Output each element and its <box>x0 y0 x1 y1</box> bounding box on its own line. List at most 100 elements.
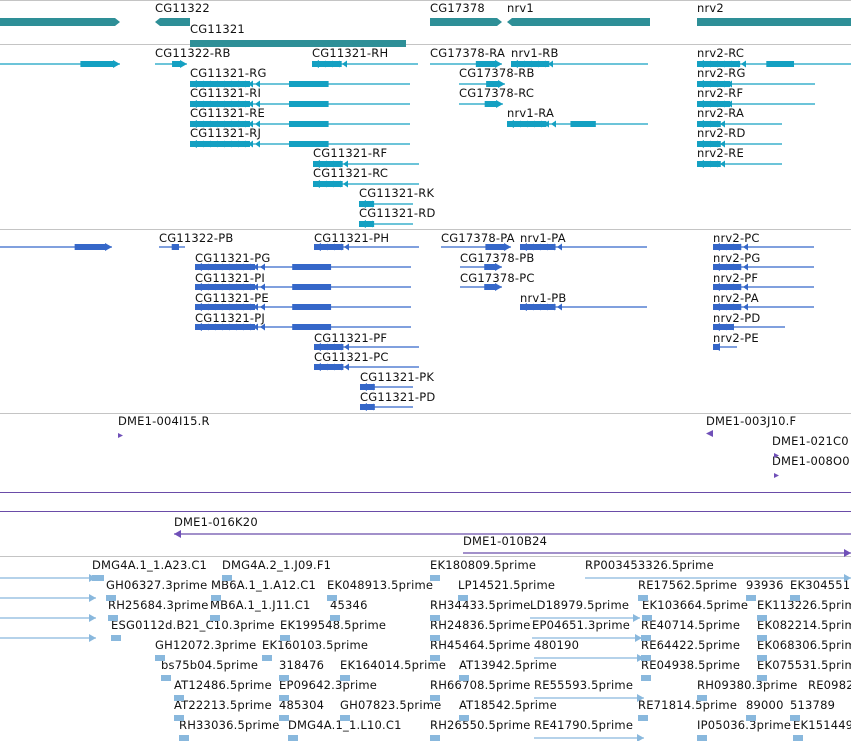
est-label[interactable]: 480190 <box>534 638 580 652</box>
transcript-glyph[interactable] <box>511 57 648 68</box>
est-glyph[interactable] <box>757 650 767 661</box>
est-glyph[interactable] <box>279 710 289 721</box>
est-label[interactable]: IP05036.3prime <box>697 718 792 732</box>
est-glyph[interactable] <box>155 650 165 661</box>
est-glyph[interactable] <box>280 630 290 641</box>
clone-label[interactable]: DME1-008O0 <box>772 454 850 468</box>
est-label[interactable]: AT18542.5prime <box>459 698 557 712</box>
est-label[interactable]: bs75b04.5prime <box>161 658 259 672</box>
clone-label[interactable]: DME1-016K20 <box>174 515 258 529</box>
transcript-label[interactable]: nrv1-RA <box>507 106 555 120</box>
transcript-glyph[interactable] <box>430 57 502 68</box>
transcript-label[interactable]: CG17378-PC <box>460 271 535 285</box>
gene-glyph[interactable] <box>697 15 851 26</box>
est-label[interactable]: RH25684.3prime <box>108 598 209 612</box>
gene-label[interactable]: CG17378 <box>430 1 485 15</box>
transcript-label[interactable]: nrv2-RE <box>697 146 744 160</box>
est-glyph[interactable] <box>641 630 651 641</box>
gene-label[interactable]: CG11321 <box>190 22 245 36</box>
est-label[interactable]: RE64422.5prime <box>641 638 741 652</box>
gene-glyph[interactable] <box>0 15 120 26</box>
est-label[interactable]: ESG0112d.B21_C10.3prime <box>111 618 275 632</box>
est-glyph[interactable] <box>746 590 756 601</box>
est-glyph[interactable] <box>0 630 96 642</box>
est-label[interactable]: DMG4A.2_1.J09.F1 <box>222 558 332 572</box>
transcript-glyph[interactable] <box>195 260 411 271</box>
transcript-label[interactable]: nrv2-PE <box>713 331 759 345</box>
est-glyph[interactable] <box>697 730 707 741</box>
transcript-glyph[interactable] <box>314 340 419 351</box>
transcript-glyph[interactable] <box>520 240 647 251</box>
transcript-label[interactable]: CG17378-RC <box>459 86 535 100</box>
transcript-glyph[interactable] <box>460 280 502 291</box>
est-glyph[interactable] <box>458 590 468 601</box>
est-label[interactable]: RH26550.5prime <box>430 718 531 732</box>
est-label[interactable]: EK113226.5prime <box>757 598 851 612</box>
transcript-label[interactable]: CG11321-RE <box>190 106 265 120</box>
est-label[interactable]: 89000 <box>746 698 784 712</box>
est-glyph[interactable] <box>210 610 220 621</box>
est-label[interactable]: RE71814.5prime <box>638 698 738 712</box>
est-glyph[interactable] <box>641 650 651 661</box>
est-glyph[interactable] <box>327 590 337 601</box>
est-glyph[interactable] <box>161 670 171 681</box>
transcript-glyph[interactable] <box>713 320 785 331</box>
transcript-label[interactable]: CG11321-PC <box>314 350 389 364</box>
est-glyph[interactable] <box>534 730 644 741</box>
transcript-label[interactable]: nrv2-RD <box>697 126 746 140</box>
est-label[interactable]: EK068306.5prime <box>757 638 851 652</box>
est-label[interactable]: GH12072.3prime <box>155 638 257 652</box>
transcript-glyph[interactable] <box>314 240 419 251</box>
est-glyph[interactable] <box>757 630 767 641</box>
transcript-glyph[interactable] <box>313 157 419 168</box>
est-glyph[interactable] <box>530 610 640 622</box>
transcript-label[interactable]: CG11321-RJ <box>190 126 262 140</box>
transcript-label[interactable]: nrv2-RG <box>697 66 746 80</box>
clone-marker[interactable] <box>774 447 779 458</box>
clone-marker[interactable] <box>774 467 779 478</box>
transcript-glyph[interactable] <box>520 300 647 311</box>
transcript-label[interactable]: nrv2-PC <box>713 231 760 245</box>
transcript-glyph[interactable] <box>459 97 503 108</box>
est-label[interactable]: MB6A.1_1.J11.C1 <box>210 598 311 612</box>
est-label[interactable]: RE0982 <box>808 678 851 692</box>
transcript-label[interactable]: CG11321-PF <box>314 331 388 345</box>
gene-glyph[interactable] <box>507 15 650 26</box>
est-label[interactable]: AT22213.5prime <box>174 698 272 712</box>
transcript-glyph[interactable] <box>713 340 737 351</box>
transcript-label[interactable]: CG17378-PA <box>441 231 515 245</box>
est-glyph[interactable] <box>459 670 469 681</box>
est-glyph[interactable] <box>534 650 644 662</box>
est-glyph[interactable] <box>0 610 96 622</box>
transcript-glyph[interactable] <box>360 400 413 411</box>
est-glyph[interactable] <box>430 630 440 641</box>
transcript-label[interactable]: CG17378-RA <box>430 46 506 60</box>
est-glyph[interactable] <box>279 670 289 681</box>
transcript-glyph[interactable] <box>713 240 814 251</box>
transcript-label[interactable]: CG11321-RC <box>313 166 389 180</box>
est-glyph[interactable] <box>757 670 767 681</box>
transcript-label[interactable]: CG11321-PI <box>195 271 266 285</box>
transcript-label[interactable]: CG11321-PJ <box>195 311 266 325</box>
est-glyph[interactable] <box>0 590 96 602</box>
est-glyph[interactable] <box>430 570 440 581</box>
est-label[interactable]: EK075531.5prime <box>757 658 851 672</box>
transcript-glyph[interactable] <box>713 280 814 291</box>
transcript-glyph[interactable] <box>697 57 851 68</box>
est-label[interactable]: AT13942.5prime <box>459 658 557 672</box>
transcript-label[interactable]: CG11321-RK <box>359 186 435 200</box>
est-glyph[interactable] <box>0 570 96 582</box>
transcript-label[interactable]: CG11322-RB <box>155 46 231 60</box>
clone-label[interactable]: DME1-010B24 <box>463 534 548 548</box>
transcript-glyph[interactable] <box>459 77 505 88</box>
est-glyph[interactable] <box>211 590 221 601</box>
transcript-label[interactable]: CG11321-PE <box>195 291 269 305</box>
est-label[interactable]: DMG4A.1_1.L10.C1 <box>288 718 402 732</box>
transcript-label[interactable]: nrv2-PG <box>713 251 761 265</box>
est-label[interactable]: RH34433.5prime <box>430 598 531 612</box>
est-glyph[interactable] <box>697 690 707 701</box>
transcript-label[interactable]: nrv2-PF <box>713 271 759 285</box>
est-label[interactable]: RE40714.5prime <box>641 618 741 632</box>
transcript-glyph[interactable] <box>697 77 815 88</box>
transcript-glyph[interactable] <box>713 300 814 311</box>
